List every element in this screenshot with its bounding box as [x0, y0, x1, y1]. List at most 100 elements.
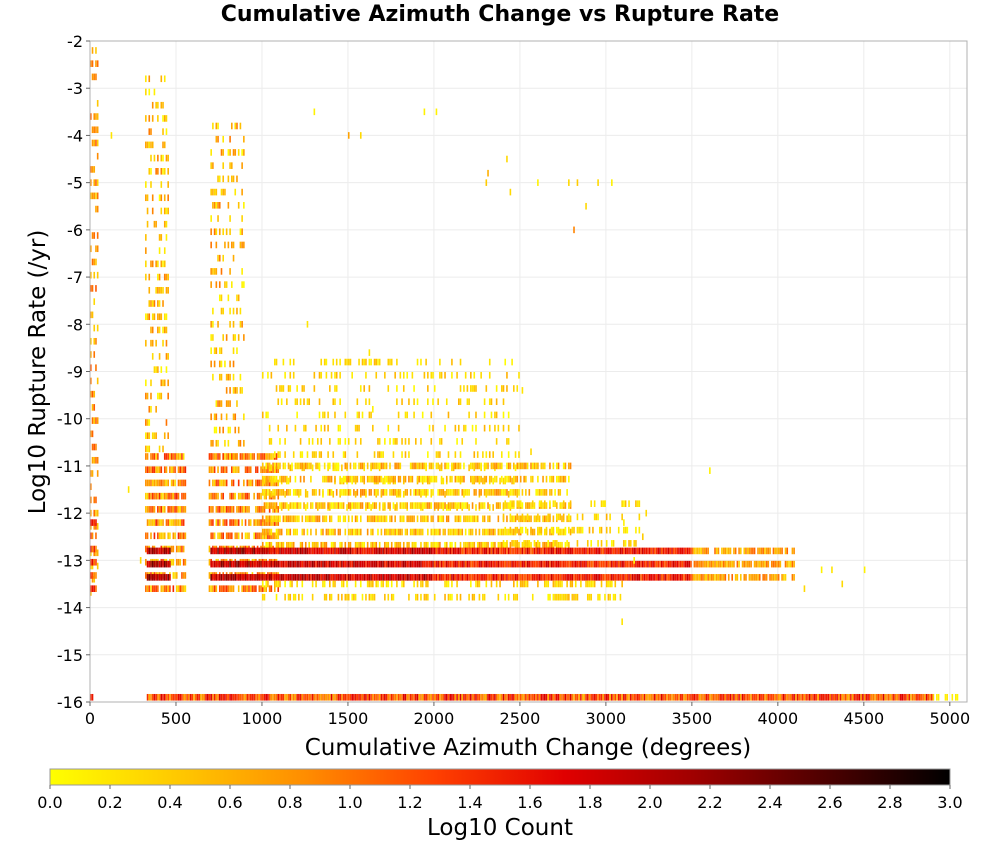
- heatmap-cell: [90, 113, 92, 120]
- heatmap-cell: [145, 506, 147, 513]
- heatmap-cell: [605, 580, 608, 588]
- heatmap-cell: [330, 693, 333, 701]
- heatmap-cell: [222, 506, 225, 513]
- heatmap-cell: [275, 528, 278, 536]
- heatmap-cell: [150, 453, 152, 460]
- heatmap-cell: [559, 547, 562, 555]
- heatmap-cell: [473, 541, 476, 549]
- heatmap-cell: [225, 479, 228, 487]
- heatmap-cell: [287, 574, 290, 581]
- heatmap-cell: [90, 192, 92, 200]
- heatmap-cell: [327, 502, 329, 509]
- heatmap-cell: [640, 693, 642, 701]
- heatmap-cell: [323, 547, 326, 555]
- heatmap-cell: [160, 574, 163, 581]
- heatmap-cell: [167, 585, 169, 592]
- heatmap-cell: [284, 593, 286, 601]
- heatmap-cell: [445, 560, 448, 568]
- heatmap-cell: [623, 519, 625, 526]
- heatmap-cell: [917, 693, 919, 701]
- heatmap-cell: [303, 574, 305, 581]
- heatmap-cell: [769, 693, 771, 701]
- x-tick-label: 1500: [328, 709, 369, 728]
- heatmap-cell: [432, 693, 434, 701]
- heatmap-cell: [222, 254, 225, 262]
- heatmap-cell: [155, 432, 157, 440]
- heatmap-cell: [354, 515, 357, 523]
- heatmap-cell: [681, 693, 684, 701]
- heatmap-cell: [514, 540, 517, 547]
- heatmap-cell: [258, 532, 261, 540]
- heatmap-cell: [160, 479, 163, 487]
- heatmap-cell: [256, 479, 259, 487]
- heatmap-cell: [220, 307, 223, 315]
- heatmap-cell: [225, 574, 228, 581]
- heatmap-cell: [396, 358, 398, 366]
- heatmap-cell: [454, 462, 457, 470]
- heatmap-cell: [253, 585, 255, 592]
- heatmap-cell: [863, 693, 866, 701]
- heatmap-cell: [440, 515, 443, 523]
- heatmap-cell: [294, 489, 297, 496]
- heatmap-cell: [353, 547, 355, 555]
- heatmap-cell: [294, 560, 297, 568]
- heatmap-cell: [93, 417, 96, 424]
- heatmap-cell: [179, 558, 182, 566]
- heatmap-cell: [459, 385, 462, 392]
- heatmap-cell: [241, 506, 243, 513]
- heatmap-cell: [770, 560, 773, 568]
- heatmap-cell: [654, 560, 656, 568]
- heatmap-cell: [212, 162, 214, 169]
- heatmap-cell: [554, 500, 556, 508]
- heatmap-cell: [274, 574, 276, 581]
- heatmap-cell: [239, 241, 242, 249]
- heatmap-cell: [404, 451, 407, 458]
- heatmap-cell: [313, 385, 316, 392]
- heatmap-cell: [415, 574, 417, 581]
- heatmap-cell: [378, 462, 381, 470]
- heatmap-cell: [244, 532, 247, 540]
- heatmap-cell: [175, 492, 178, 500]
- heatmap-cell: [289, 371, 292, 379]
- heatmap-cell: [533, 540, 536, 547]
- heatmap-cell: [574, 593, 577, 601]
- heatmap-cell: [402, 560, 405, 568]
- heatmap-cell: [394, 504, 396, 511]
- heatmap-cell: [513, 385, 515, 392]
- heatmap-cell: [538, 541, 541, 549]
- heatmap-cell: [322, 528, 324, 536]
- heatmap-cell: [148, 128, 151, 135]
- heatmap-cell: [274, 475, 276, 483]
- heatmap-cell: [234, 387, 237, 394]
- heatmap-cell: [502, 540, 505, 547]
- heatmap-cell: [146, 492, 149, 500]
- heatmap-cell: [234, 466, 237, 474]
- heatmap-cell: [160, 492, 163, 500]
- heatmap-cell: [542, 547, 544, 555]
- heatmap-cell: [470, 541, 472, 549]
- heatmap-cell: [385, 475, 388, 483]
- heatmap-cell: [588, 526, 591, 534]
- heatmap-cell: [213, 413, 216, 421]
- heatmap-cell: [385, 515, 388, 523]
- heatmap-cell: [167, 168, 169, 175]
- heatmap-cell: [210, 281, 212, 288]
- heatmap-cell: [500, 693, 503, 701]
- heatmap-cell: [471, 502, 474, 509]
- heatmap-cell: [516, 462, 519, 470]
- heatmap-cell: [748, 693, 751, 701]
- heatmap-cell: [323, 693, 326, 701]
- heatmap-cell: [241, 188, 243, 196]
- heatmap-cell: [153, 466, 156, 474]
- heatmap-cell: [163, 168, 166, 175]
- heatmap-cell: [263, 532, 266, 540]
- heatmap-cell: [150, 585, 152, 592]
- heatmap-cell: [246, 585, 249, 592]
- heatmap-cell: [316, 547, 319, 555]
- heatmap-cell: [150, 466, 152, 474]
- heatmap-cell: [464, 693, 467, 701]
- heatmap-cell: [430, 693, 433, 701]
- heatmap-cell: [509, 475, 512, 483]
- heatmap-cell: [208, 506, 211, 513]
- heatmap-cell: [669, 560, 672, 568]
